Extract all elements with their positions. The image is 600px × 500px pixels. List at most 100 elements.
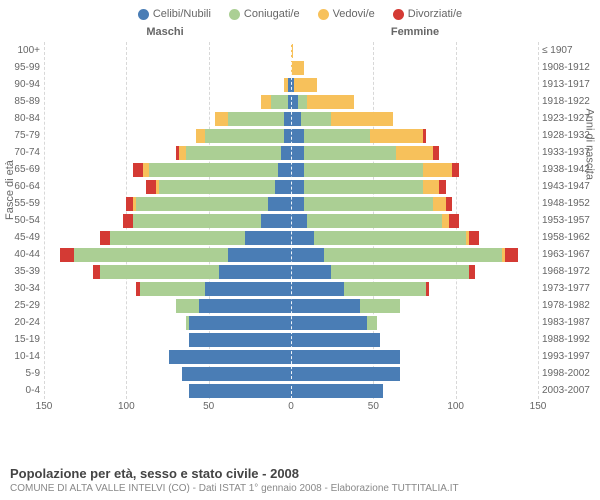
x-tick: 150 bbox=[36, 401, 53, 412]
male-bar bbox=[182, 367, 291, 381]
bar-segment bbox=[301, 112, 331, 126]
birth-label: 1993-1997 bbox=[538, 348, 600, 365]
female-bar bbox=[291, 61, 304, 75]
female-bar bbox=[291, 214, 459, 228]
bar-segment bbox=[215, 112, 228, 126]
bar-segment bbox=[133, 163, 143, 177]
female-half bbox=[291, 161, 538, 178]
y-axis-birth: ≤ 19071908-19121913-19171918-19221923-19… bbox=[538, 42, 600, 399]
female-half bbox=[291, 144, 538, 161]
pyramid-row bbox=[44, 382, 538, 399]
header-male: Maschi bbox=[0, 26, 290, 38]
age-label: 20-24 bbox=[0, 314, 44, 331]
bar-segment bbox=[291, 163, 304, 177]
female-half bbox=[291, 348, 538, 365]
female-bar bbox=[291, 78, 317, 92]
bar-segment bbox=[433, 197, 446, 211]
bar-segment bbox=[93, 265, 100, 279]
male-bar bbox=[133, 163, 291, 177]
column-headers: Maschi Femmine bbox=[0, 26, 600, 38]
x-axis: 050100150 50100150 bbox=[44, 401, 538, 417]
bar-segment bbox=[291, 112, 301, 126]
age-label: 65-69 bbox=[0, 161, 44, 178]
pyramid-row bbox=[44, 229, 538, 246]
age-label: 0-4 bbox=[0, 382, 44, 399]
bar-segment bbox=[324, 248, 502, 262]
age-label: 40-44 bbox=[0, 246, 44, 263]
bar-segment bbox=[261, 95, 271, 109]
x-tick: 150 bbox=[530, 401, 547, 412]
male-bar bbox=[189, 333, 291, 347]
legend-label: Divorziati/e bbox=[408, 8, 462, 20]
bar-segment bbox=[228, 248, 291, 262]
bar-segment bbox=[452, 163, 459, 177]
x-axis-female: 50100150 bbox=[291, 401, 538, 417]
age-label: 50-54 bbox=[0, 212, 44, 229]
bar-segment bbox=[186, 146, 282, 160]
bar-segment bbox=[307, 95, 353, 109]
female-half bbox=[291, 42, 538, 59]
bar-segment bbox=[136, 197, 268, 211]
bar-segment bbox=[143, 163, 150, 177]
x-tick: 100 bbox=[447, 401, 464, 412]
bar-segment bbox=[219, 265, 291, 279]
male-half bbox=[44, 195, 291, 212]
female-bar bbox=[291, 197, 452, 211]
female-half bbox=[291, 263, 538, 280]
bar-segment bbox=[298, 95, 308, 109]
male-half bbox=[44, 382, 291, 399]
footer: Popolazione per età, sesso e stato civil… bbox=[10, 466, 590, 494]
male-half bbox=[44, 144, 291, 161]
male-half bbox=[44, 280, 291, 297]
birth-label: 1963-1967 bbox=[538, 246, 600, 263]
bar-segment bbox=[275, 180, 291, 194]
bar-segment bbox=[505, 248, 518, 262]
bar-segment bbox=[159, 180, 274, 194]
pyramid-row bbox=[44, 93, 538, 110]
bar-segment bbox=[446, 197, 453, 211]
pyramid-row bbox=[44, 127, 538, 144]
male-half bbox=[44, 212, 291, 229]
female-half bbox=[291, 297, 538, 314]
birth-label: 1973-1977 bbox=[538, 280, 600, 297]
female-bar bbox=[291, 44, 293, 58]
female-half bbox=[291, 76, 538, 93]
legend-item: Celibi/Nubili bbox=[138, 8, 211, 20]
female-bar bbox=[291, 231, 479, 245]
age-label: 15-19 bbox=[0, 331, 44, 348]
bar-segment bbox=[426, 282, 429, 296]
male-half bbox=[44, 178, 291, 195]
bar-segment bbox=[146, 180, 156, 194]
pyramid-row bbox=[44, 110, 538, 127]
female-bar bbox=[291, 146, 439, 160]
birth-label: 1948-1952 bbox=[538, 195, 600, 212]
bar-segment bbox=[314, 231, 465, 245]
bar-segment bbox=[331, 265, 469, 279]
female-bar bbox=[291, 180, 446, 194]
birth-label: 2003-2007 bbox=[538, 382, 600, 399]
age-label: 70-74 bbox=[0, 144, 44, 161]
bar-segment bbox=[423, 129, 426, 143]
bar-segment bbox=[291, 44, 293, 58]
age-label: 100+ bbox=[0, 42, 44, 59]
pyramid-row bbox=[44, 42, 538, 59]
bar-segment bbox=[123, 214, 133, 228]
bar-segment bbox=[100, 231, 110, 245]
bar-segment bbox=[291, 299, 360, 313]
male-bar bbox=[196, 129, 292, 143]
pyramid-row bbox=[44, 331, 538, 348]
female-bar bbox=[291, 95, 354, 109]
bar-segment bbox=[291, 180, 304, 194]
female-bar bbox=[291, 129, 426, 143]
bar-segment bbox=[196, 129, 206, 143]
female-half bbox=[291, 365, 538, 382]
male-half bbox=[44, 348, 291, 365]
pyramid-row bbox=[44, 161, 538, 178]
male-bar bbox=[284, 78, 291, 92]
bar-segment bbox=[281, 146, 291, 160]
bar-segment bbox=[291, 333, 380, 347]
bar-segment bbox=[74, 248, 229, 262]
age-label: 10-14 bbox=[0, 348, 44, 365]
chart-title: Popolazione per età, sesso e stato civil… bbox=[10, 466, 590, 481]
age-label: 80-84 bbox=[0, 110, 44, 127]
